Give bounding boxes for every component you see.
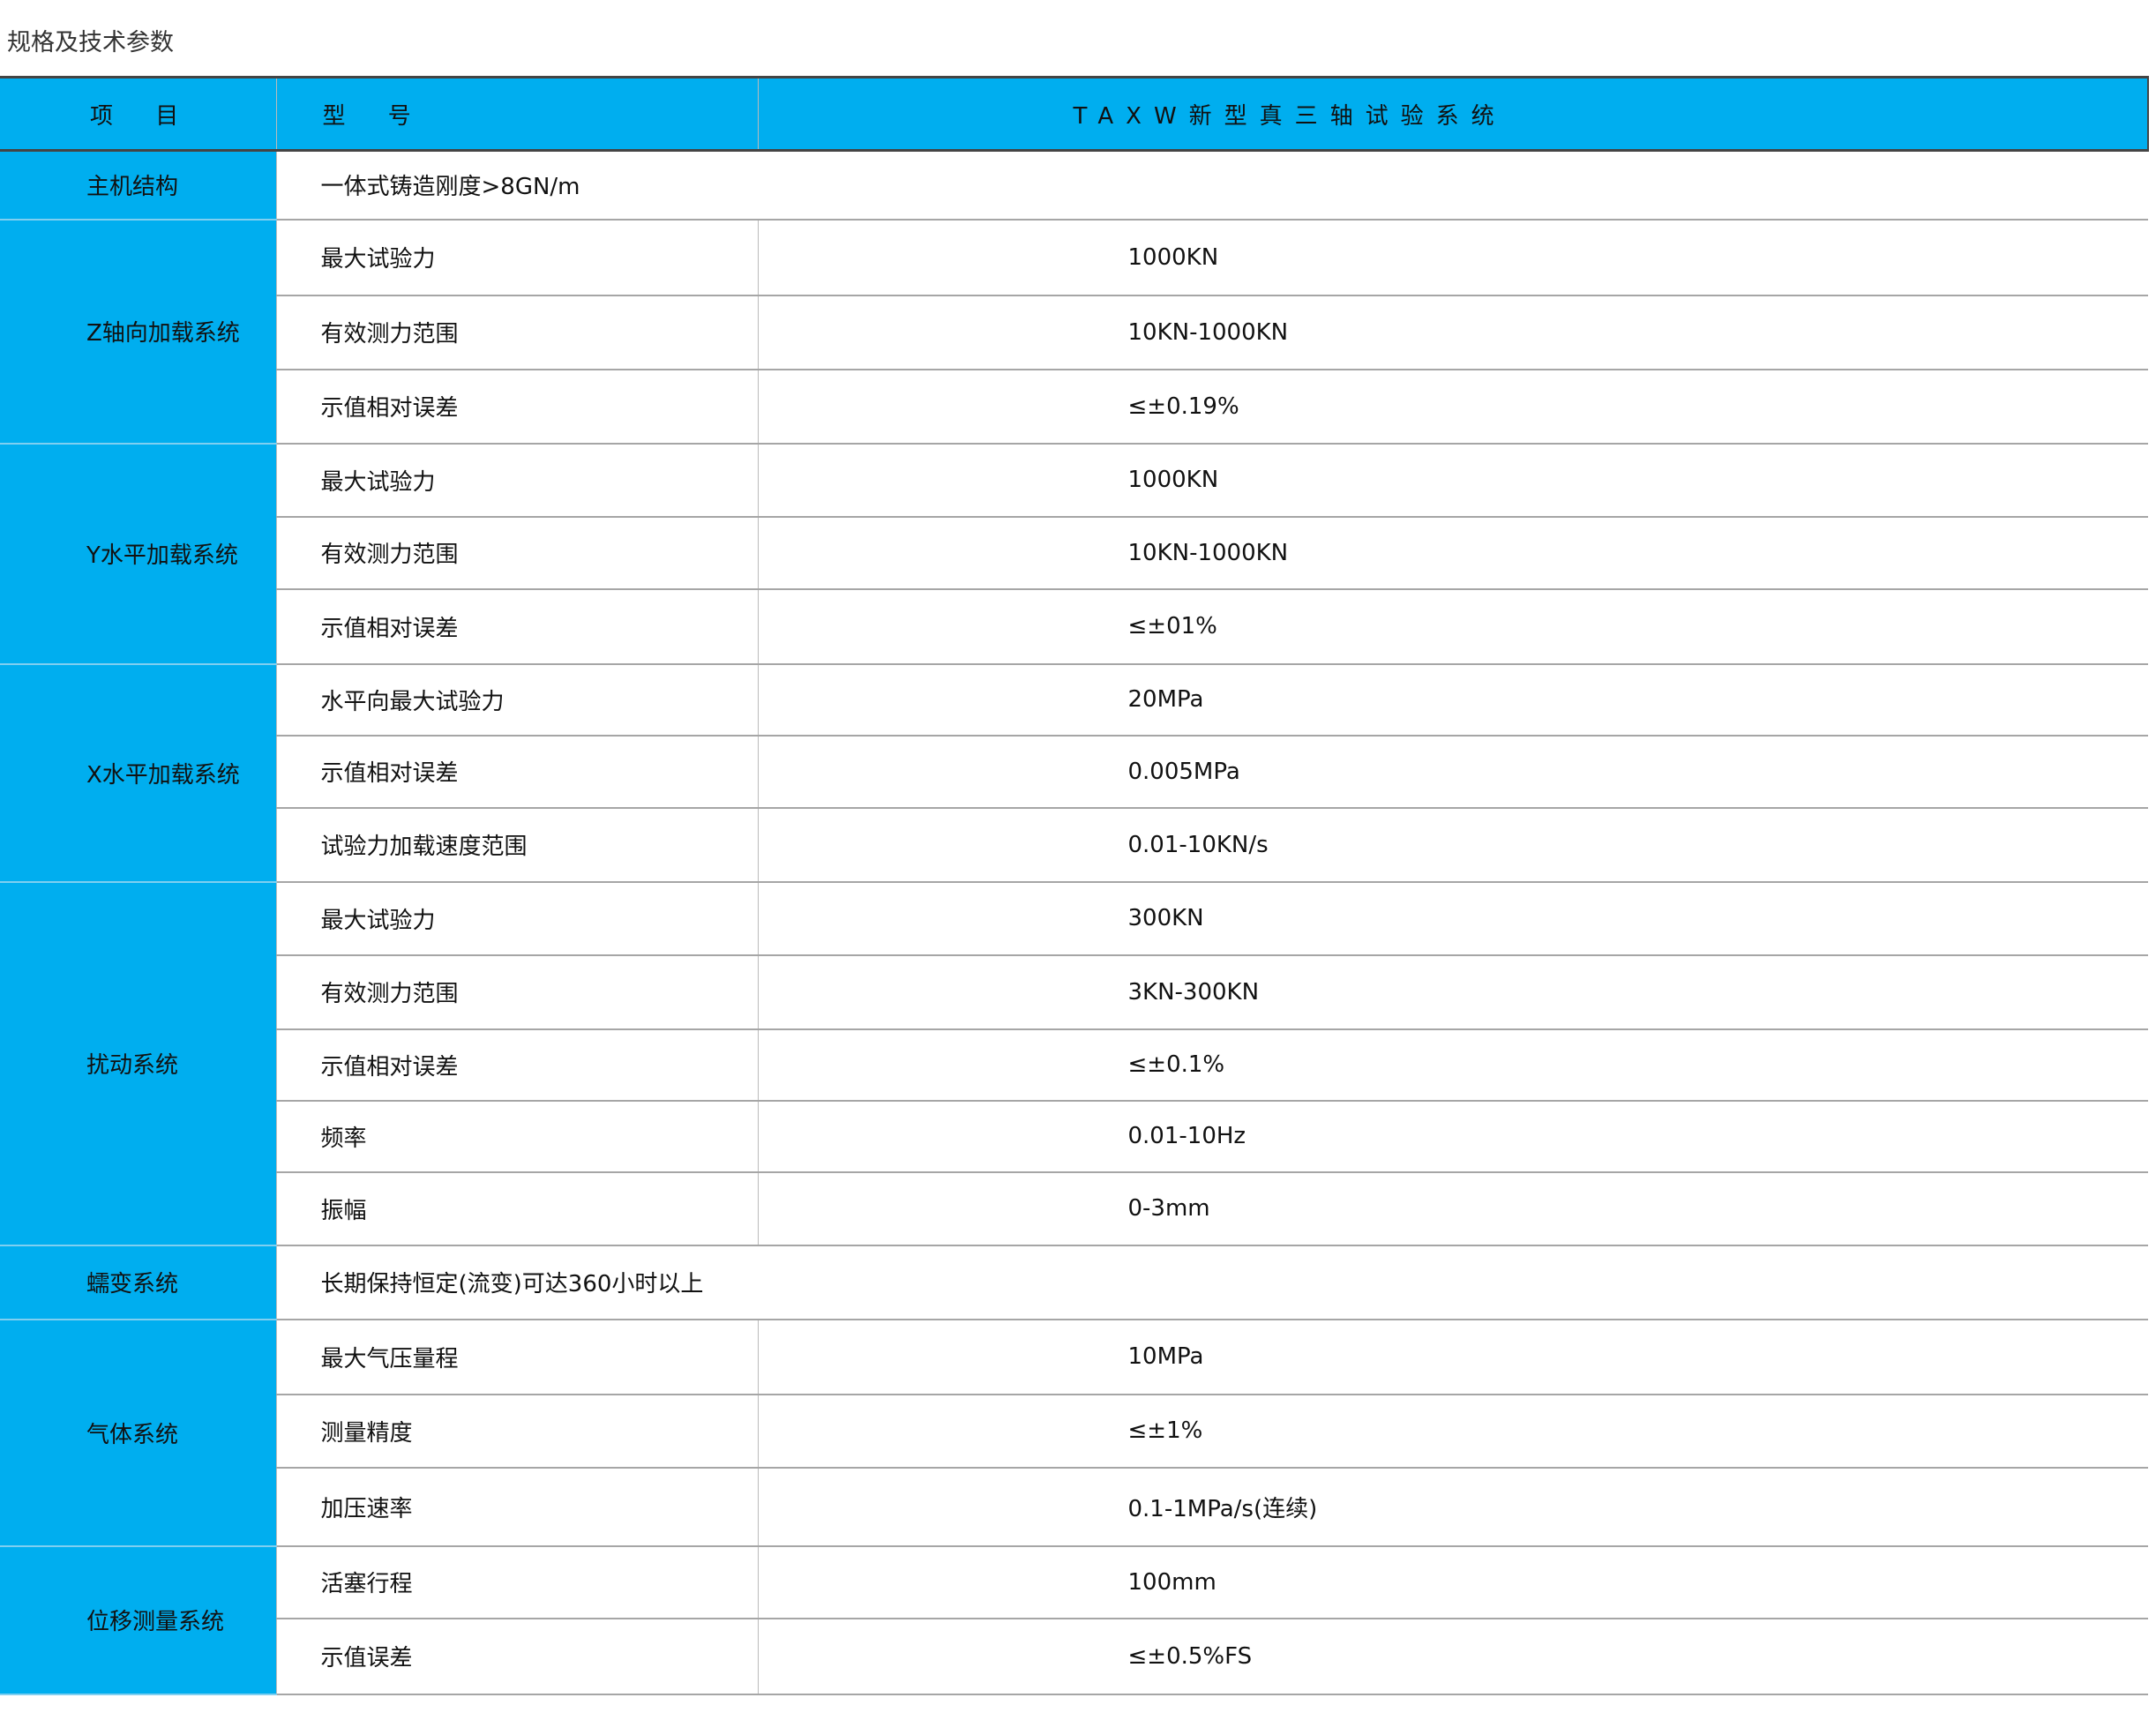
table-row: Z轴向加载系统 最大试验力 1000KN <box>0 219 2148 445</box>
table-row: 加压速率 0.1-1MPa/s(连续) <box>0 1467 2148 1547</box>
table-row: 示值误差 ≤±0.5%FS <box>0 1618 2148 1695</box>
category-cell: Y水平加载系统 <box>0 443 276 665</box>
span-value-cell: 一体式铸造刚度>8GN/m <box>275 150 2148 221</box>
header-item: 项 目 <box>0 76 276 152</box>
param-cell: 有效测力范围 <box>275 954 758 1030</box>
param-cell: 最大气压量程 <box>275 1319 758 1395</box>
table-row: 气体系统 最大气压量程 10MPa <box>0 1319 2148 1547</box>
param-cell: 有效测力范围 <box>275 295 758 370</box>
value-cell: 0-3mm <box>757 1171 2148 1246</box>
table-header: 项 目 型 号 TAXW新型真三轴试验系统 <box>0 76 2149 152</box>
param-cell: 最大试验力 <box>275 443 758 518</box>
value-cell: 0.1-1MPa/s(连续) <box>757 1467 2148 1547</box>
value-cell: ≤±0.5%FS <box>757 1618 2148 1695</box>
table-row: 有效测力范围 10KN-1000KN <box>0 516 2148 590</box>
param-cell: 有效测力范围 <box>275 516 758 590</box>
value-cell: 0.01-10KN/s <box>757 807 2148 883</box>
value-cell: ≤±1% <box>757 1394 2148 1469</box>
value-cell: 300KN <box>757 881 2148 956</box>
value-cell: 1000KN <box>757 219 2148 296</box>
span-value-cell: 长期保持恒定(流变)可达360小时以上 <box>275 1245 2148 1320</box>
value-cell: 10MPa <box>757 1319 2148 1395</box>
param-cell: 频率 <box>275 1100 758 1173</box>
table-row: X水平加载系统 水平向最大试验力 20MPa <box>0 663 2148 883</box>
table-row: 示值相对误差 ≤±0.1% <box>0 1028 2148 1102</box>
value-cell: 0.01-10Hz <box>757 1100 2148 1173</box>
param-cell: 活塞行程 <box>275 1545 758 1619</box>
value-cell: ≤±01% <box>757 588 2148 665</box>
param-cell: 示值相对误差 <box>275 1028 758 1102</box>
table-row: 振幅 0-3mm <box>0 1171 2148 1246</box>
param-cell: 水平向最大试验力 <box>275 663 758 737</box>
category-cell: Z轴向加载系统 <box>0 219 276 445</box>
param-cell: 测量精度 <box>275 1394 758 1469</box>
param-cell: 试验力加载速度范围 <box>275 807 758 883</box>
param-cell: 示值相对误差 <box>275 735 758 809</box>
value-cell: 10KN-1000KN <box>757 295 2148 370</box>
value-cell: ≤±0.1% <box>757 1028 2148 1102</box>
table-row: 示值相对误差 0.005MPa <box>0 735 2148 809</box>
value-cell: 3KN-300KN <box>757 954 2148 1030</box>
value-cell: 0.005MPa <box>757 735 2148 809</box>
value-cell: 20MPa <box>757 663 2148 737</box>
category-cell: 蠕变系统 <box>0 1245 276 1320</box>
header-product: TAXW新型真三轴试验系统 <box>757 76 2149 152</box>
header-model: 型 号 <box>275 76 758 152</box>
value-cell: 10KN-1000KN <box>757 516 2148 590</box>
category-cell: 扰动系统 <box>0 881 276 1246</box>
table-row: 有效测力范围 10KN-1000KN <box>0 295 2148 370</box>
table-row: 示值相对误差 ≤±01% <box>0 588 2148 665</box>
category-cell: X水平加载系统 <box>0 663 276 883</box>
table-row: 测量精度 ≤±1% <box>0 1394 2148 1469</box>
param-cell: 示值相对误差 <box>275 369 758 445</box>
table-row: 扰动系统 最大试验力 300KN <box>0 881 2148 1246</box>
spec-table: 项 目 型 号 TAXW新型真三轴试验系统 主机结构 一体式铸造刚度>8GN/m Z… <box>0 76 2149 1695</box>
table-row: 试验力加载速度范围 0.01-10KN/s <box>0 807 2148 883</box>
table-row: 频率 0.01-10Hz <box>0 1100 2148 1173</box>
category-cell: 位移测量系统 <box>0 1545 276 1695</box>
param-cell: 加压速率 <box>275 1467 758 1547</box>
table-row: 主机结构 一体式铸造刚度>8GN/m <box>0 150 2148 221</box>
value-cell: 1000KN <box>757 443 2148 518</box>
param-cell: 最大试验力 <box>275 881 758 956</box>
value-cell: ≤±0.19% <box>757 369 2148 445</box>
category-cell: 气体系统 <box>0 1319 276 1547</box>
table-row: 蠕变系统 长期保持恒定(流变)可达360小时以上 <box>0 1245 2148 1320</box>
category-cell: 主机结构 <box>0 150 276 221</box>
table-body: 主机结构 一体式铸造刚度>8GN/m Z轴向加载系统 最大试验力 1000KN 有效测力范… <box>0 150 2148 1695</box>
table-row: 示值相对误差 ≤±0.19% <box>0 369 2148 445</box>
page-title: 规格及技术参数 <box>7 29 174 56</box>
table-row: Y水平加载系统 最大试验力 1000KN <box>0 443 2148 665</box>
param-cell: 示值相对误差 <box>275 588 758 665</box>
value-cell: 100mm <box>757 1545 2148 1619</box>
table-row: 位移测量系统 活塞行程 100mm <box>0 1545 2148 1695</box>
param-cell: 振幅 <box>275 1171 758 1246</box>
param-cell: 最大试验力 <box>275 219 758 296</box>
param-cell: 示值误差 <box>275 1618 758 1695</box>
table-row: 有效测力范围 3KN-300KN <box>0 954 2148 1030</box>
